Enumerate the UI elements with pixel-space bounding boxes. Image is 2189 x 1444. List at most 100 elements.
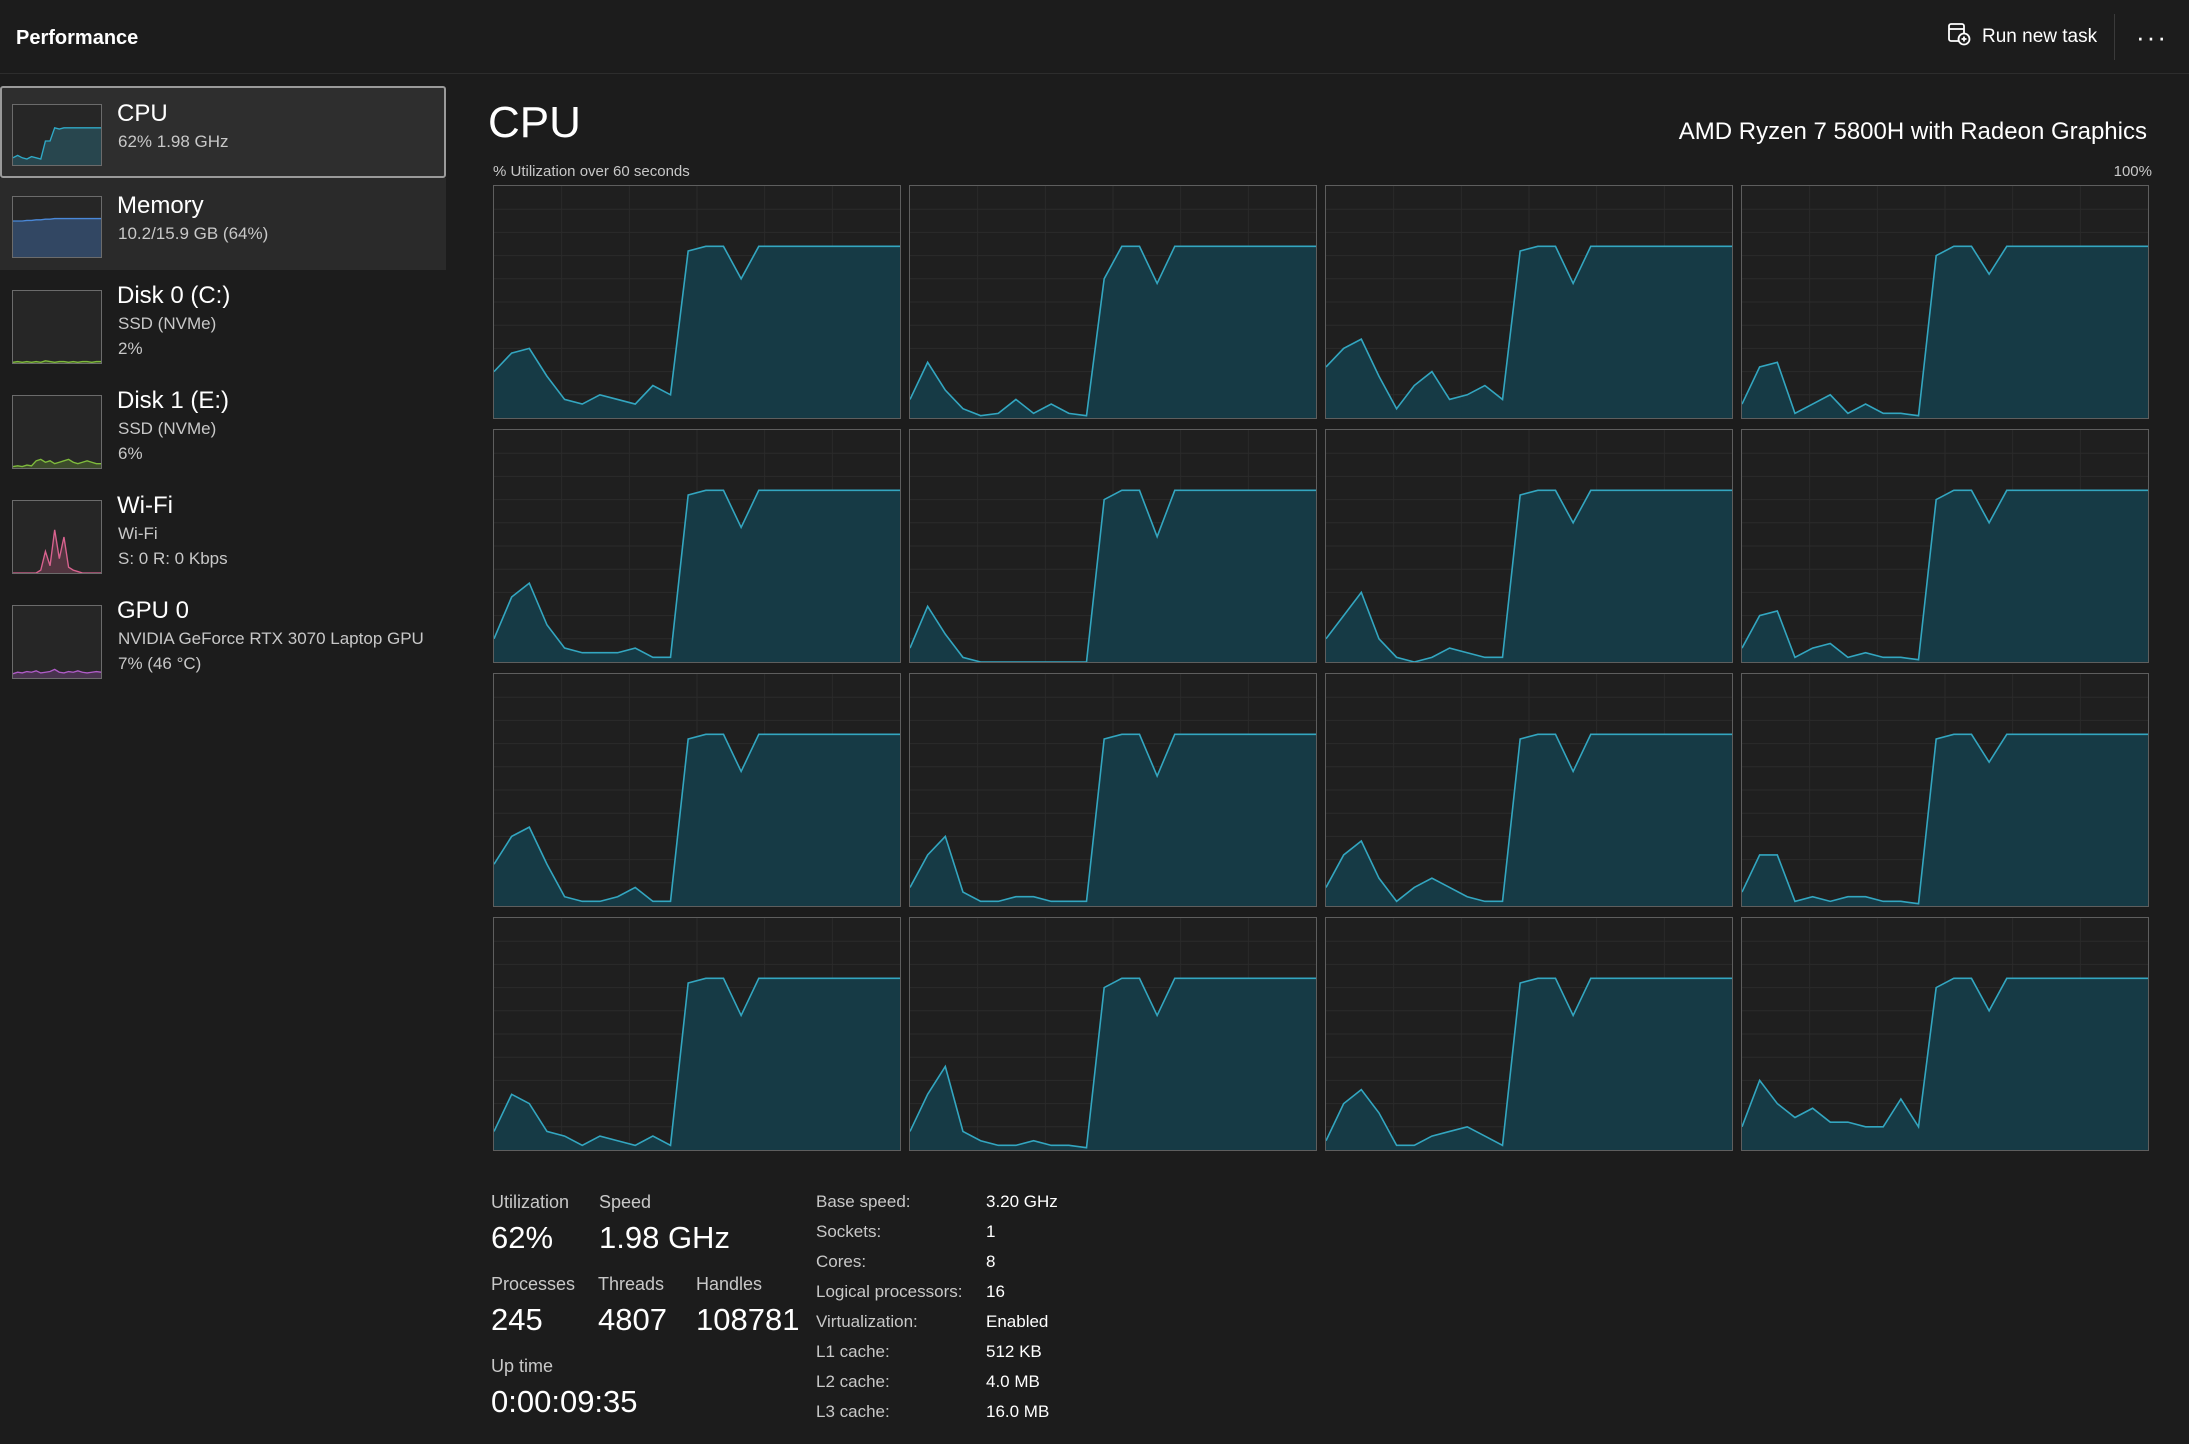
spec-label: Logical processors: xyxy=(816,1282,963,1301)
logical-processor-graph xyxy=(1325,917,1733,1151)
sidebar-item-label: Disk 0 (C:) xyxy=(117,282,231,309)
utilization-line xyxy=(1326,489,1732,662)
core-utilization-chart xyxy=(910,186,1316,418)
logical-processor-graph xyxy=(493,673,901,907)
utilization-line xyxy=(1326,245,1732,411)
utilization-line xyxy=(1742,733,2148,905)
utilization-line xyxy=(494,489,900,659)
utilization-area xyxy=(1742,734,2148,906)
thumbnail-area xyxy=(13,218,101,257)
thumbnail-line xyxy=(13,360,101,363)
sidebar-item-value: 7% (46 °C) xyxy=(118,654,202,673)
utilization-area xyxy=(910,978,1316,1150)
utilization-line xyxy=(910,245,1316,417)
core-utilization-chart xyxy=(1742,674,2148,906)
spec-value: 512 KB xyxy=(986,1342,1042,1361)
logical-processor-graph xyxy=(909,917,1317,1151)
speed-value: 1.98 GHz xyxy=(599,1220,730,1255)
spec-label: L3 cache: xyxy=(816,1402,890,1421)
logical-processor-graph xyxy=(1325,185,1733,419)
core-utilization-chart xyxy=(1326,918,1732,1150)
core-utilization-chart xyxy=(1326,186,1732,418)
logical-processor-graph xyxy=(493,429,901,663)
spec-label: Virtualization: xyxy=(816,1312,918,1331)
utilization-area xyxy=(1742,490,2148,662)
spec-value: 1 xyxy=(986,1222,996,1241)
sidebar-item-detail: NVIDIA GeForce RTX 3070 Laptop GPU xyxy=(118,629,424,648)
core-utilization-chart xyxy=(1742,430,2148,662)
speed-label: Speed xyxy=(599,1192,652,1212)
processes-value: 245 xyxy=(491,1302,543,1337)
logical-processor-graph xyxy=(1325,429,1733,663)
handles-label: Handles xyxy=(696,1274,763,1294)
utilization-area xyxy=(1742,246,2148,418)
logical-processor-graph xyxy=(493,185,901,419)
disk-0-thumbnail-graph xyxy=(12,290,102,364)
utilization-max-label: 100% xyxy=(2113,163,2152,180)
utilization-area xyxy=(494,246,900,418)
sidebar-item-memory[interactable]: Memory 10.2/15.9 GB (64%) xyxy=(0,178,446,270)
page-title: Performance xyxy=(16,27,139,49)
utilization-area xyxy=(910,734,1316,906)
core-utilization-chart xyxy=(1326,674,1732,906)
processes-label: Processes xyxy=(491,1274,576,1294)
core-utilization-chart xyxy=(494,918,900,1150)
sidebar-item-detail: SSD (NVMe) xyxy=(118,314,217,333)
sidebar-item-disk-1[interactable]: Disk 1 (E:) SSD (NVMe) 6% xyxy=(0,375,446,480)
sidebar-item-label: GPU 0 xyxy=(117,597,190,624)
logical-processor-graph xyxy=(1325,673,1733,907)
spec-value: 3.20 GHz xyxy=(986,1192,1058,1211)
utilization-value: 62% xyxy=(491,1220,554,1255)
utilization-label: Utilization xyxy=(491,1192,570,1212)
core-utilization-chart xyxy=(910,674,1316,906)
sidebar-item-gpu-0[interactable]: GPU 0 NVIDIA GeForce RTX 3070 Laptop GPU… xyxy=(0,585,446,690)
logical-processor-graph xyxy=(1741,673,2149,907)
gpu-0-thumbnail-graph xyxy=(12,605,102,679)
core-utilization-chart xyxy=(910,430,1316,662)
utilization-line xyxy=(1326,733,1732,903)
cpu-thumbnail-graph xyxy=(12,104,102,166)
thumbnail-area xyxy=(13,529,101,573)
sidebar-item-wifi[interactable]: Wi-Fi Wi-Fi S: 0 R: 0 Kbps xyxy=(0,480,446,585)
sidebar-item-detail: 62% 1.98 GHz xyxy=(118,132,229,151)
spec-label: Cores: xyxy=(816,1252,867,1271)
utilization-line xyxy=(494,733,900,903)
core-utilization-chart xyxy=(1742,918,2148,1150)
utilization-area xyxy=(494,978,900,1150)
utilization-line xyxy=(910,489,1316,662)
utilization-area xyxy=(1326,490,1732,662)
sidebar-item-value: 2% xyxy=(118,339,143,358)
run-new-task-label: Run new task xyxy=(1982,26,2098,47)
core-utilization-chart xyxy=(494,430,900,662)
utilization-line xyxy=(494,245,900,405)
utilization-area xyxy=(910,490,1316,662)
sidebar-item-cpu[interactable]: CPU 62% 1.98 GHz xyxy=(0,86,446,178)
sidebar-item-label: Disk 1 (E:) xyxy=(117,387,230,414)
threads-value: 4807 xyxy=(598,1302,667,1337)
thumbnail-area xyxy=(13,459,101,468)
utilization-area xyxy=(1742,978,2148,1150)
disk-1-thumbnail-graph xyxy=(12,395,102,469)
spec-label: L2 cache: xyxy=(816,1372,890,1391)
utilization-line xyxy=(1326,977,1732,1147)
core-utilization-chart xyxy=(1326,430,1732,662)
utilization-area xyxy=(1326,978,1732,1150)
spec-value: Enabled xyxy=(986,1312,1049,1331)
utilization-line xyxy=(494,977,900,1147)
utilization-line xyxy=(1742,245,2148,417)
more-options-button[interactable]: ··· xyxy=(2136,21,2168,52)
sidebar-item-disk-0[interactable]: Disk 0 (C:) SSD (NVMe) 2% xyxy=(0,270,446,375)
threads-label: Threads xyxy=(598,1274,665,1294)
core-utilization-chart xyxy=(494,674,900,906)
spec-label: L1 cache: xyxy=(816,1342,890,1361)
toolbar-divider xyxy=(2114,14,2115,60)
spec-label: Base speed: xyxy=(816,1192,911,1211)
sidebar-item-detail: 10.2/15.9 GB (64%) xyxy=(118,224,269,243)
top-bar: Performance Run new task ··· xyxy=(0,0,2189,74)
logical-processor-graphs xyxy=(493,185,2151,1151)
run-new-task-button[interactable]: Run new task xyxy=(1946,18,2097,56)
core-utilization-chart xyxy=(1742,186,2148,418)
sidebar-item-detail: Wi-Fi xyxy=(118,524,158,543)
sidebar: CPU 62% 1.98 GHz Memory 10.2/15.9 GB (64… xyxy=(0,86,446,690)
memory-thumbnail-graph xyxy=(12,196,102,258)
